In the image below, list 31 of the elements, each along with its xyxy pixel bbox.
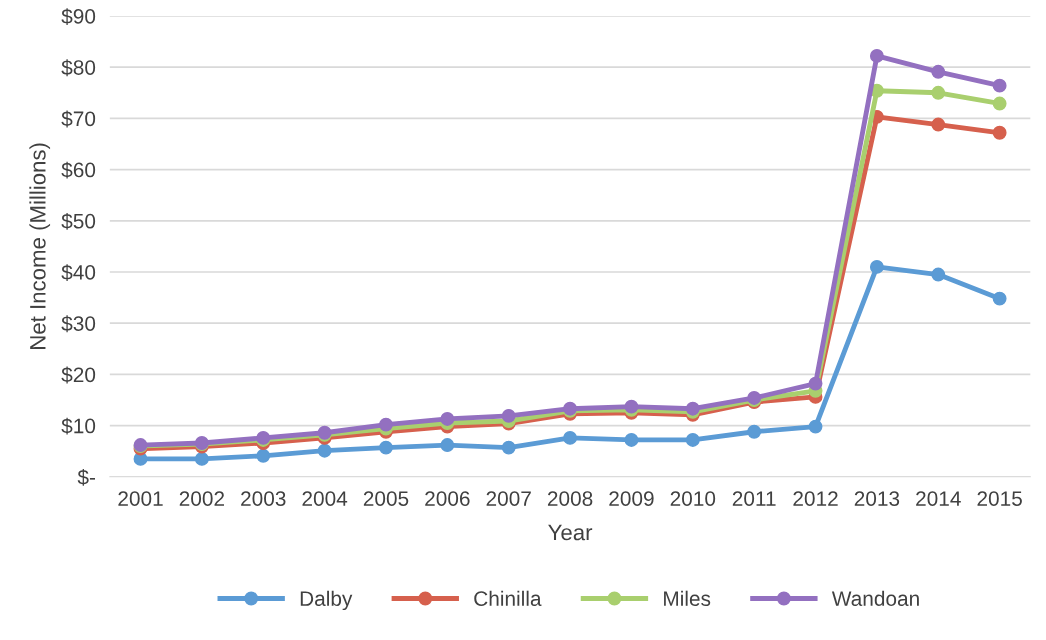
x-tick-label: 2004 [302,491,348,506]
x-tick-label: 2003 [241,491,286,506]
x-tick-label: 2014 [916,491,961,506]
x-tick-label: 2011 [732,491,776,506]
x-tick-label: 2002 [179,491,225,506]
x-tick-label: 2001 [118,491,163,506]
legend-label: Wandoan [831,590,919,606]
x-tick-label: 2006 [425,491,470,506]
y-tick-label: $40 [61,264,96,281]
legend-label: Miles [664,590,711,606]
x-axis-title: Year [548,524,593,541]
legend-label: Dalby [300,590,353,611]
x-tick-label: 2009 [609,491,654,506]
y-tick-label: $20 [61,366,96,384]
y-tick-label: $80 [61,59,96,77]
y-tick-label: $50 [61,212,96,230]
y-tick-label: $70 [61,110,96,128]
y-tick-label: $- [77,468,96,486]
y-tick-label: $30 [61,315,96,333]
x-tick-label: 2015 [977,491,1022,506]
x-tick-label: 2007 [486,491,531,506]
x-tick-label: 2013 [854,491,900,506]
y-tick-label: $60 [61,161,96,179]
x-tick-label: 2010 [670,491,716,506]
y-axis-title: Net Income (Millions) [29,143,51,349]
x-tick-label: 2012 [793,491,838,506]
x-tick-label: 2008 [547,491,593,506]
legend-label: Chinilla [474,590,542,606]
x-tick-label: 2005 [363,491,409,506]
y-tick-label: $90 [61,8,96,25]
y-tick-label: $10 [61,417,96,435]
